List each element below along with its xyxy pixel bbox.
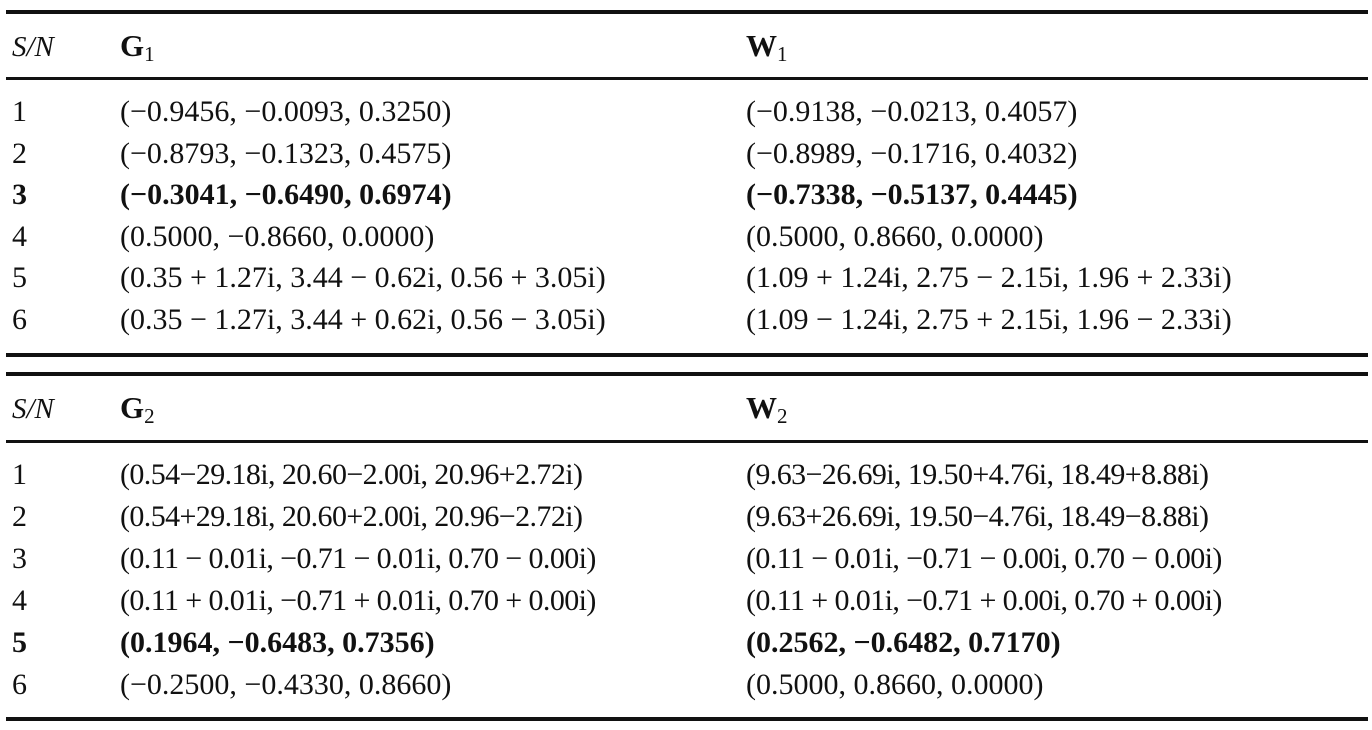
row-sn: 6 [12, 303, 27, 336]
row-sn: 4 [12, 220, 27, 253]
g2-header-letter: G [120, 390, 145, 425]
top-rule [6, 372, 1368, 376]
w1-vector: (1.09 − 1.24i, 2.75 + 2.15i, 1.96 − 2.33… [746, 303, 1232, 336]
w2-header-subscript: 2 [777, 404, 788, 428]
row-sn: 1 [12, 95, 27, 128]
row-sn: 5 [12, 626, 27, 659]
row-sn: 2 [12, 137, 27, 170]
w2-header-letter: W [746, 390, 777, 425]
row-sn: 3 [12, 542, 27, 575]
g2-column-header: G2 [120, 390, 155, 428]
g2-header-subscript: 2 [144, 404, 155, 428]
eigenvector-table-1: S/N G1 W1 1 (−0.9456, −0.0093, 0.3250) (… [6, 0, 1368, 362]
g1-header-subscript: 1 [144, 42, 155, 66]
w1-vector: (−0.8989, −0.1716, 0.4032) [746, 137, 1078, 170]
g2-vector: (0.54+29.18i, 20.60+2.00i, 20.96−2.72i) [120, 500, 583, 533]
top-rule [6, 10, 1368, 14]
w1-header-letter: W [746, 28, 777, 63]
w1-vector: (1.09 + 1.24i, 2.75 − 2.15i, 1.96 + 2.33… [746, 261, 1232, 294]
g2-vector: (0.11 − 0.01i, −0.71 − 0.01i, 0.70 − 0.0… [120, 542, 596, 575]
g2-vector: (−0.2500, −0.4330, 0.8660) [120, 668, 452, 701]
bottom-rule [6, 353, 1368, 357]
g1-vector: (0.35 + 1.27i, 3.44 − 0.62i, 0.56 + 3.05… [120, 261, 606, 294]
sn-column-header: S/N [12, 393, 54, 425]
row-sn: 2 [12, 500, 27, 533]
bottom-rule [6, 717, 1368, 721]
w2-column-header: W2 [746, 390, 788, 428]
g1-vector: (−0.3041, −0.6490, 0.6974) [120, 178, 452, 211]
w2-vector: (0.11 − 0.01i, −0.71 − 0.00i, 0.70 − 0.0… [746, 542, 1222, 575]
row-sn: 4 [12, 584, 27, 617]
header-rule [6, 440, 1368, 443]
g2-vector: (0.1964, −0.6483, 0.7356) [120, 626, 435, 659]
g1-header-letter: G [120, 28, 145, 63]
g1-vector: (0.5000, −0.8660, 0.0000) [120, 220, 435, 253]
row-sn: 6 [12, 668, 27, 701]
w2-vector: (0.5000, 0.8660, 0.0000) [746, 668, 1044, 701]
w1-vector: (−0.9138, −0.0213, 0.4057) [746, 95, 1078, 128]
g2-vector: (0.11 + 0.01i, −0.71 + 0.01i, 0.70 + 0.0… [120, 584, 596, 617]
w2-vector: (0.11 + 0.01i, −0.71 + 0.00i, 0.70 + 0.0… [746, 584, 1222, 617]
g2-vector: (0.54−29.18i, 20.60−2.00i, 20.96+2.72i) [120, 458, 583, 491]
w1-header-subscript: 1 [777, 42, 788, 66]
g1-column-header: G1 [120, 28, 155, 66]
row-sn: 1 [12, 458, 27, 491]
header-rule [6, 77, 1368, 80]
eigenvector-table-2: S/N G2 W2 1 (0.54−29.18i, 20.60−2.00i, 2… [6, 362, 1368, 730]
g1-vector: (−0.9456, −0.0093, 0.3250) [120, 95, 452, 128]
w1-vector: (0.5000, 0.8660, 0.0000) [746, 220, 1044, 253]
w1-column-header: W1 [746, 28, 788, 66]
w1-vector: (−0.7338, −0.5137, 0.4445) [746, 178, 1078, 211]
row-sn: 3 [12, 178, 27, 211]
g1-vector: (−0.8793, −0.1323, 0.4575) [120, 137, 452, 170]
w2-vector: (9.63+26.69i, 19.50−4.76i, 18.49−8.88i) [746, 500, 1209, 533]
w2-vector: (0.2562, −0.6482, 0.7170) [746, 626, 1061, 659]
g1-vector: (0.35 − 1.27i, 3.44 + 0.62i, 0.56 − 3.05… [120, 303, 606, 336]
row-sn: 5 [12, 261, 27, 294]
w2-vector: (9.63−26.69i, 19.50+4.76i, 18.49+8.88i) [746, 458, 1209, 491]
sn-column-header: S/N [12, 31, 54, 63]
